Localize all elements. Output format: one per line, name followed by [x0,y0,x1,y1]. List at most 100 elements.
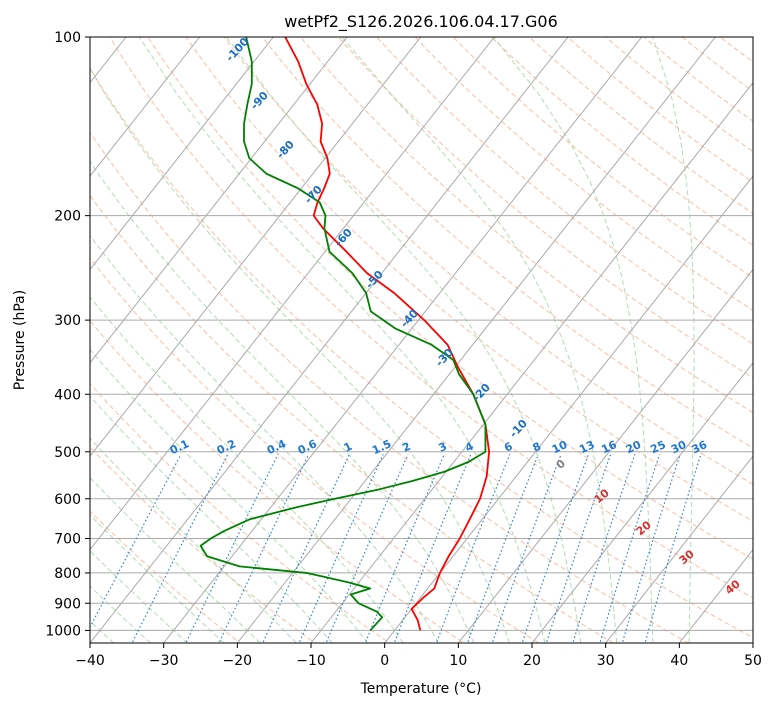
isotherm-line [90,37,495,551]
moist-adiabat-line [493,37,654,643]
mixing-ratio-line [393,454,472,643]
x-tick-label: 30 [597,653,615,669]
moist-adiabat-line [90,437,297,643]
axes: −40 −30 −20 −10 0 10 20 30 40 5010020030040050060… [45,30,762,669]
x-tick-label: 50 [744,653,762,669]
mixing-ratio-line [364,454,445,643]
dewpoint-line [199,37,487,632]
x-tick-label: −10 [296,653,326,669]
moist-adiabat-line [90,550,188,643]
isotherm-line [310,81,753,643]
dry-adiabat-line [299,37,753,414]
dry-adiabat-line [90,131,690,643]
y-tick-label: 1000 [45,623,81,639]
y-tick-label: 200 [54,209,81,225]
mixing-ratio-label: 3 [437,440,449,455]
mixing-ratio-line [644,454,702,643]
dry-adiabat-line [109,37,753,599]
y-axis-label: Pressure (hPa) [12,290,28,390]
isotherm-line [90,37,348,364]
dry-adiabat-line [90,319,466,643]
dry-adiabat-line [604,37,753,153]
x-axis-label: Temperature (°C) [360,681,482,697]
moist-adiabat-line [90,514,225,643]
mixing-ratio-label: 0.4 [265,437,288,457]
x-tick-label: −30 [149,653,179,669]
moist-adiabat-label: -20 [470,381,493,405]
dry-adiabat-line [643,37,753,122]
mixing-ratio-line [131,454,229,643]
y-tick-label: 400 [54,387,81,403]
dry-adiabat-label: 20 [634,518,654,538]
dry-adiabat-line [490,37,753,246]
mixing-ratio-line [521,454,590,643]
dry-adiabat-line [90,257,540,643]
x-tick-label: 0 [380,653,389,669]
isotherm-line [163,37,643,643]
mixing-ratio-label: 10 [550,438,570,456]
x-tick-label: 10 [449,653,467,669]
y-tick-label: 100 [54,30,81,46]
dry-adiabat-line [745,27,775,655]
dry-adiabat-label: 0 [554,457,568,472]
mixing-ratio-line [599,454,661,643]
dry-adiabat-line [90,510,241,643]
mixing-ratio-label: 0.1 [168,437,191,457]
dry-adiabat-line [90,67,753,639]
mixing-ratio-label: 0.2 [215,437,238,457]
mixing-ratio-label: 1 [342,440,354,455]
dry-adiabat-line [90,446,316,643]
mixing-ratio-label: 16 [599,438,619,456]
mixing-ratio-label: 0.6 [296,437,319,457]
y-tick-label: 900 [54,596,81,612]
mixing-ratio-line [298,454,384,643]
dry-adiabat-line [147,37,753,560]
y-tick-label: 300 [54,313,81,329]
isotherm-line [531,362,753,643]
moist-adiabat-line [90,476,261,643]
plot-frame [89,36,754,644]
mixing-ratio-label: 25 [648,438,667,456]
mixing-ratio-label: 20 [624,438,644,456]
dry-adiabat-line [261,37,753,449]
x-tick-label: −40 [75,653,105,669]
moist-adiabat-line [90,160,475,643]
x-tick-label: 20 [523,653,541,669]
isotherm-line [457,268,753,643]
isotherm-line [90,37,274,271]
moist-adiabat-line [90,395,333,643]
background-grid [90,27,775,655]
line-labels: 0.1 0.2 0.4 0.6 1 1.5 2 3 4 6 8 10 13 16 20 25 30 36-100-… [168,35,743,597]
y-tick-label: 800 [54,566,81,582]
moist-adiabat-line [226,37,582,643]
moist-adiabat-label: -70 [302,183,325,207]
moist-adiabat-label: -40 [398,307,421,331]
moist-adiabat-line [652,37,695,643]
moist-adiabat-line [90,234,439,643]
dry-adiabat-line [185,37,753,522]
dry-adiabat-label: 40 [723,577,743,597]
mixing-ratio-label: 8 [531,440,543,455]
mixing-ratio-label: 6 [502,440,515,455]
isotherm-line [90,37,201,177]
isotherm-line [236,37,716,643]
moist-adiabat-label: -80 [274,138,297,162]
moist-adiabat-line [90,348,369,643]
isotherm-line [752,642,753,643]
mixing-ratio-line [90,454,182,629]
dry-adiabat-label: 30 [677,547,697,567]
moist-adiabat-label: -60 [332,226,355,250]
mixing-ratio-line [572,454,636,643]
dry-adiabat-line [376,37,753,345]
mixing-ratio-label: 13 [577,438,596,456]
dry-adiabat-line [414,37,753,311]
mixing-ratio-line [435,454,511,643]
chart-title: wetPf2_S126.2026.106.04.17.G06 [284,12,558,32]
mixing-ratio-line [621,454,681,643]
dry-adiabat-line [90,194,615,643]
moist-adiabat-label: -10 [507,417,530,441]
sounding-series [199,37,490,632]
y-tick-label: 500 [54,445,81,461]
dry-adiabat-line [337,37,753,379]
dry-adiabat-line [452,37,753,279]
